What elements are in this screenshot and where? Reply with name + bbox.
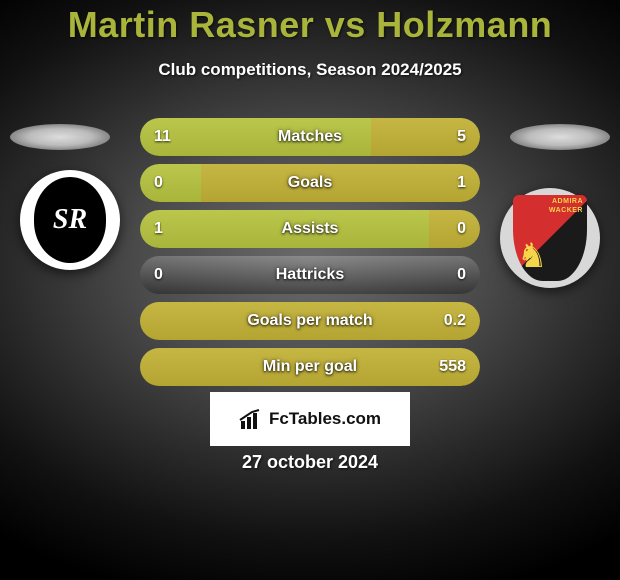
team-badge-right: ADMIRA WACKER ♞ — [500, 188, 600, 288]
stat-row: 01Goals — [140, 164, 480, 202]
stat-label: Min per goal — [140, 348, 480, 386]
stat-label: Goals per match — [140, 302, 480, 340]
attribution-text: FcTables.com — [269, 409, 381, 429]
stat-row: 558Min per goal — [140, 348, 480, 386]
team-badge-left-text: SR — [34, 177, 106, 263]
stat-label: Matches — [140, 118, 480, 156]
team-badge-right-shield: ADMIRA WACKER ♞ — [513, 195, 587, 281]
stat-row: 10Assists — [140, 210, 480, 248]
page-title: Martin Rasner vs Holzmann — [0, 0, 620, 46]
stat-label: Goals — [140, 164, 480, 202]
stat-row: 115Matches — [140, 118, 480, 156]
stat-label: Hattricks — [140, 256, 480, 294]
stat-row: 00Hattricks — [140, 256, 480, 294]
stat-label: Assists — [140, 210, 480, 248]
attribution-box: FcTables.com — [210, 392, 410, 446]
stats-bars: 115Matches 01Goals 10Assists 00Hattricks 0.2… — [140, 118, 480, 394]
lion-icon: ♞ — [517, 239, 547, 273]
shelf-right — [510, 124, 610, 150]
shelf-left — [10, 124, 110, 150]
team-badge-left: SR — [20, 170, 120, 270]
team-badge-right-text-bottom: WACKER — [513, 207, 587, 214]
stat-row: 0.2Goals per match — [140, 302, 480, 340]
date-text: 27 october 2024 — [0, 452, 620, 473]
team-badge-right-text-top: ADMIRA — [513, 198, 587, 205]
subtitle: Club competitions, Season 2024/2025 — [0, 60, 620, 80]
chart-icon — [239, 407, 263, 431]
